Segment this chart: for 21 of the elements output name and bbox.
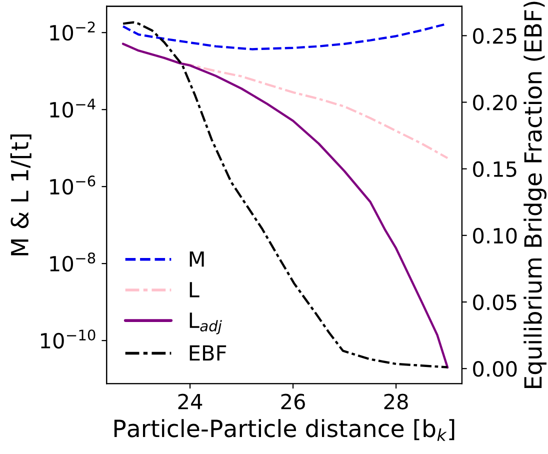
y-tick-label: 10$^{−4}$ [50,98,96,118]
y2-tick-label: 0.15 [473,161,516,178]
y2-tick-label: 0.00 [473,361,517,377]
y2-tick-label: 0.10 [473,228,517,244]
legend-label: EBF [190,345,226,361]
legend-label: L$_{adj}$ [190,312,222,334]
x-tick-label: 24 [178,394,202,410]
y-tick-label: 10$^{−6}$ [50,176,96,195]
legend-label: M [190,251,204,267]
x-tick-label: 26 [281,394,305,410]
y2-axis-title: Equilibrium Bridge Fraction (EBF) [524,2,546,388]
y-tick-label: 10$^{−2}$ [50,22,95,41]
y-tick-label: 10$^{−10}$ [41,330,96,349]
y2-tick-label: 0.25 [473,28,516,44]
y-tick-label: 10$^{−8}$ [50,252,96,272]
y2-tick-label: 0.05 [473,294,516,310]
x-axis-title: Particle-Particle distance [b$_{k}$] [114,419,454,441]
x-tick-label: 28 [384,394,408,410]
y2-tick-label: 0.20 [473,94,517,110]
legend-label: L [190,282,200,298]
y-axis-title: M & L 1/[t] [10,134,32,256]
